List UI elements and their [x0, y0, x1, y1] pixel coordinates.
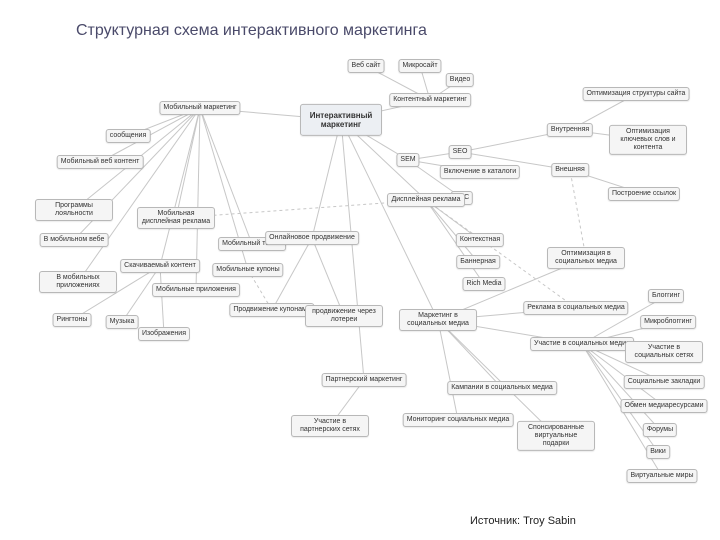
node-smopt: Оптимизация в социальных медиа [547, 247, 625, 269]
node-loy: Программы лояльности [35, 199, 113, 221]
node-wiki: Вики [646, 445, 670, 459]
node-website: Веб сайт [348, 59, 385, 73]
node-mapps: Мобильные приложения [152, 283, 240, 297]
node-ctx: Контекстная [456, 233, 504, 247]
node-content: Контентный маркетинг [389, 93, 471, 107]
node-smspon: Спонсированные виртуальные подарки [517, 421, 595, 451]
source-credit: Источник: Troy Sabin [470, 515, 576, 527]
node-root: Интерактивный маркетинг [300, 104, 382, 136]
node-dlc: Скачиваемый контент [120, 259, 200, 273]
node-mobile: Мобильный маркетинг [159, 101, 240, 115]
node-optkw: Оптимизация ключевых слов и контента [609, 125, 687, 155]
node-smad: Реклама в социальных медиа [523, 301, 628, 315]
node-music: Музыка [106, 315, 139, 329]
node-mdisp: Мобильная дисплейная реклама [137, 207, 215, 229]
node-img: Изображения [138, 327, 190, 341]
node-mblog: Микроблоггинг [640, 315, 696, 329]
node-msg: сообщения [106, 129, 151, 143]
node-disp: Дисплейная реклама [387, 193, 465, 207]
node-lott: продвижение через лотереи [305, 305, 383, 327]
node-rich: Rich Media [462, 277, 505, 291]
node-outer: Внешняя [551, 163, 589, 177]
node-cat: Включение в каталоги [440, 165, 520, 179]
diagram-canvas: Структурная схема интерактивного маркети… [0, 0, 720, 540]
node-linkb: Построение ссылок [608, 187, 680, 201]
page-title: Структурная схема интерактивного маркети… [76, 22, 427, 40]
node-mobapp: В мобильных приложениях [39, 271, 117, 293]
node-smpart: Участие в социальных медиа [530, 337, 634, 351]
node-smm: Маркетинг в социальных медиа [399, 309, 477, 331]
node-coupr: Продвижение купонами [229, 303, 314, 317]
node-smcamp: Кампании в социальных медиа [447, 381, 557, 395]
node-share: Обмен медиаресурсами [621, 399, 708, 413]
node-smmon: Мониторинг социальных медиа [403, 413, 514, 427]
node-seo: SEO [449, 145, 472, 159]
node-inner: Внутренняя [547, 123, 593, 137]
node-partnet: Участие в партнерских сетях [291, 415, 369, 437]
node-microsite: Микросайт [398, 59, 441, 73]
node-sem: SEM [396, 153, 419, 167]
node-mcoup: Мобильные купоны [212, 263, 283, 277]
node-optstruct: Оптимизация структуры сайта [583, 87, 690, 101]
node-vworld: Виртуальные миры [626, 469, 697, 483]
node-mobweb: В мобильном вебе [40, 233, 109, 247]
node-partner: Партнерский маркетинг [322, 373, 407, 387]
node-blog: Блоггинг [648, 289, 684, 303]
node-online: Онлайновое продвижение [265, 231, 359, 245]
node-snspart: Участие в социальных сетях [625, 341, 703, 363]
node-video: Видео [446, 73, 474, 87]
node-bookmark: Социальные закладки [624, 375, 705, 389]
node-forum: Форумы [643, 423, 677, 437]
node-ring: Рингтоны [53, 313, 92, 327]
node-banner: Баннерная [456, 255, 500, 269]
node-mwc: Мобильный веб контент [57, 155, 144, 169]
